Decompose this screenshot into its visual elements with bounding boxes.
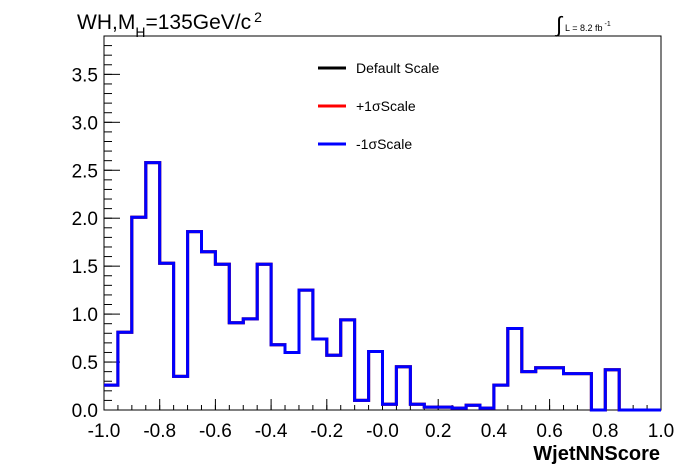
- y-tick-label: 2.0: [72, 209, 98, 230]
- x-tick-label: -0.6: [199, 421, 232, 442]
- x-tick-label: 0.4: [481, 421, 508, 442]
- x-tick-label: 1.0: [648, 421, 674, 442]
- chart-title: WH,MH=135GeV/c 2: [77, 9, 262, 40]
- histogram-series: [104, 161, 661, 412]
- x-tick-label: -0.4: [255, 421, 288, 442]
- x-tick-label: -0.8: [143, 421, 176, 442]
- y-axis-ticks: 0.0 0.5 1.0 1.5 2.0 2.5 3.0 3.5: [72, 35, 120, 422]
- y-tick-label: 2.5: [72, 161, 98, 182]
- legend-label: +1σScale: [356, 98, 416, 114]
- luminosity-label: ∫ L = 8.2 fb -1: [554, 12, 611, 37]
- x-tick-label: 0.6: [536, 421, 562, 442]
- x-tick-label: -0.2: [310, 421, 343, 442]
- legend: Default Scale +1σScale -1σScale: [318, 60, 439, 152]
- x-tick-label: -0.0: [366, 421, 399, 442]
- x-axis-title: WjetNNScore: [533, 443, 660, 465]
- x-axis-ticks: -1.0 -0.8 -0.6 -0.4 -0.2 -0.0 0.2 0.4 0.6 0.8 1.0: [88, 399, 674, 442]
- y-tick-label: 1.5: [72, 257, 98, 278]
- y-tick-label: 0.5: [72, 353, 98, 374]
- y-tick-label: 3.5: [72, 65, 98, 86]
- y-tick-label: 0.0: [72, 401, 98, 422]
- x-tick-label: 0.8: [592, 421, 618, 442]
- y-tick-label: 1.0: [72, 305, 98, 326]
- legend-label: -1σScale: [356, 136, 412, 152]
- x-tick-label: -1.0: [88, 421, 121, 442]
- y-tick-label: 3.0: [72, 113, 98, 134]
- x-tick-label: 0.2: [425, 421, 451, 442]
- legend-label: Default Scale: [356, 60, 439, 76]
- series-line: [104, 161, 661, 412]
